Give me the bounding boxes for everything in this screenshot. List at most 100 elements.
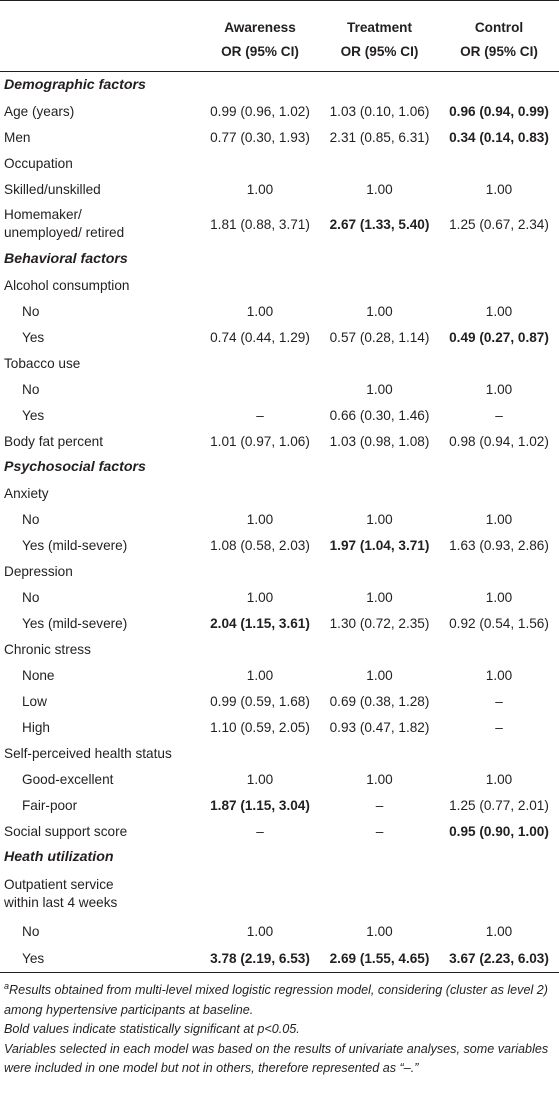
control-cell: 1.00 (485, 181, 513, 197)
awareness-cell (200, 150, 320, 176)
treatment-cell: – (375, 823, 384, 839)
control-cell (439, 150, 559, 176)
control-cell: – (495, 719, 503, 735)
awareness-cell: 1.00 (246, 667, 274, 683)
row-label: Self-perceived health status (4, 745, 172, 761)
header-blank (0, 36, 200, 72)
treatment-cell: 2.31 (0.85, 6.31) (329, 129, 430, 145)
control-cell (439, 480, 559, 506)
table-body: Demographic factors Age (years) 0.99 (0.96… (0, 72, 559, 973)
control-cell: 1.00 (485, 923, 513, 939)
table-row: Social support score – – 0.95 (0.90, 1.00) (0, 818, 559, 844)
treatment-cell: 1.00 (366, 589, 393, 605)
row-label: Tobacco use (4, 355, 81, 371)
awareness-cell (200, 740, 320, 766)
table-row: Anxiety (0, 480, 559, 506)
treatment-cell: 1.00 (366, 181, 393, 197)
awareness-cell (200, 480, 320, 506)
awareness-cell: – (256, 407, 264, 423)
control-cell (439, 636, 559, 662)
table-row: Body fat percent 1.01 (0.97, 1.06) 1.03 (0… (0, 428, 559, 454)
awareness-cell: 3.78 (2.19, 6.53) (200, 944, 320, 973)
row-label: Yes (22, 407, 45, 423)
footnote-model: aResults obtained from multi-level mixed… (4, 981, 555, 1020)
awareness-cell: 0.77 (0.30, 1.93) (210, 129, 310, 145)
treatment-cell (320, 272, 439, 298)
row-label: Occupation (4, 155, 73, 171)
header-awareness: Awareness (200, 0, 320, 36)
table-row: No 1.00 1.00 1.00 (0, 584, 559, 610)
awareness-cell (200, 870, 320, 918)
row-label: Age (years) (4, 103, 75, 119)
treatment-cell (320, 870, 439, 918)
control-cell: 1.00 (485, 771, 513, 787)
table-row: Depression (0, 558, 559, 584)
awareness-cell: 1.00 (246, 181, 274, 197)
row-label: High (22, 719, 50, 735)
control-cell: 1.00 (485, 303, 513, 319)
table-row: Fair-poor 1.87 (1.15, 3.04) – 1.25 (0.77, 2… (0, 792, 559, 818)
awareness-cell: 2.04 (1.15, 3.61) (210, 615, 310, 631)
treatment-cell: – (375, 797, 384, 813)
header-treatment: Treatment (320, 0, 439, 36)
control-cell (439, 870, 559, 918)
awareness-cell: 0.99 (0.59, 1.68) (210, 693, 310, 709)
control-cell (439, 740, 559, 766)
table-row: No 1.00 1.00 (0, 376, 559, 402)
table-row: No 1.00 1.00 1.00 (0, 918, 559, 944)
treatment-cell (320, 558, 439, 584)
control-cell: 0.96 (0.94, 0.99) (449, 103, 549, 119)
table-row: High 1.10 (0.59, 2.05) 0.93 (0.47, 1.82) – (0, 714, 559, 740)
awareness-cell: 1.00 (246, 511, 274, 527)
results-table-figure: Awareness Treatment Control OR (95% CI) … (0, 0, 559, 1075)
treatment-cell: 1.00 (366, 303, 393, 319)
table-row: Yes (mild-severe) 2.04 (1.15, 3.61) 1.30 (… (0, 610, 559, 636)
table-row: Tobacco use (0, 350, 559, 376)
section-heading: Behavioral factors (4, 251, 128, 267)
row-label: Yes (mild-severe) (22, 537, 128, 553)
table-row: Self-perceived health status (0, 740, 559, 766)
section-row: Behavioral factors (0, 246, 559, 272)
section-row: Heath utilization (0, 844, 559, 870)
awareness-cell: 1.08 (0.58, 2.03) (210, 537, 310, 553)
row-label: Anxiety (4, 485, 49, 501)
control-cell (439, 350, 559, 376)
table-row: Yes 0.74 (0.44, 1.29) 0.57 (0.28, 1.14) 0.4… (0, 324, 559, 350)
treatment-cell (320, 350, 439, 376)
row-label: Social support score (4, 823, 128, 839)
treatment-cell: 1.00 (366, 667, 393, 683)
table-row: Men 0.77 (0.30, 1.93) 2.31 (0.85, 6.31) 0.3… (0, 124, 559, 150)
control-cell: 1.63 (0.93, 2.86) (449, 537, 549, 553)
control-cell: 0.95 (0.90, 1.00) (449, 823, 549, 839)
row-label: Body fat percent (4, 433, 103, 449)
awareness-cell: 1.01 (0.97, 1.06) (210, 433, 310, 449)
row-label: Chronic stress (4, 641, 91, 657)
awareness-cell: 0.74 (0.44, 1.29) (210, 329, 310, 345)
table-row: Chronic stress (0, 636, 559, 662)
treatment-cell: 0.69 (0.38, 1.28) (329, 693, 430, 709)
table-row: Low 0.99 (0.59, 1.68) 0.69 (0.38, 1.28) – (0, 688, 559, 714)
row-label: Alcohol consumption (4, 277, 130, 293)
header-blank (0, 0, 200, 36)
section-heading: Demographic factors (4, 77, 146, 93)
row-label: None (22, 667, 55, 683)
row-label: Yes (22, 329, 45, 345)
treatment-cell (320, 636, 439, 662)
table-row: Good-excellent 1.00 1.00 1.00 (0, 766, 559, 792)
section-row: Psychosocial factors (0, 454, 559, 480)
row-label: Depression (4, 563, 73, 579)
table-row: Age (years) 0.99 (0.96, 1.02) 1.03 (0.10, … (0, 98, 559, 124)
table-row: None 1.00 1.00 1.00 (0, 662, 559, 688)
table-row: Occupation (0, 150, 559, 176)
row-label: Homemaker/unemployed/ retired (4, 207, 125, 240)
awareness-cell (200, 558, 320, 584)
section-heading: Heath utilization (4, 849, 114, 865)
awareness-cell (200, 272, 320, 298)
header-treatment-sub: OR (95% CI) (320, 36, 439, 72)
row-label: Skilled/unskilled (4, 181, 101, 197)
control-cell: 1.25 (0.77, 2.01) (449, 797, 549, 813)
row-label: Low (22, 693, 47, 709)
row-label: Yes (0, 944, 200, 973)
control-cell: 0.34 (0.14, 0.83) (449, 129, 549, 145)
table-row: No 1.00 1.00 1.00 (0, 298, 559, 324)
